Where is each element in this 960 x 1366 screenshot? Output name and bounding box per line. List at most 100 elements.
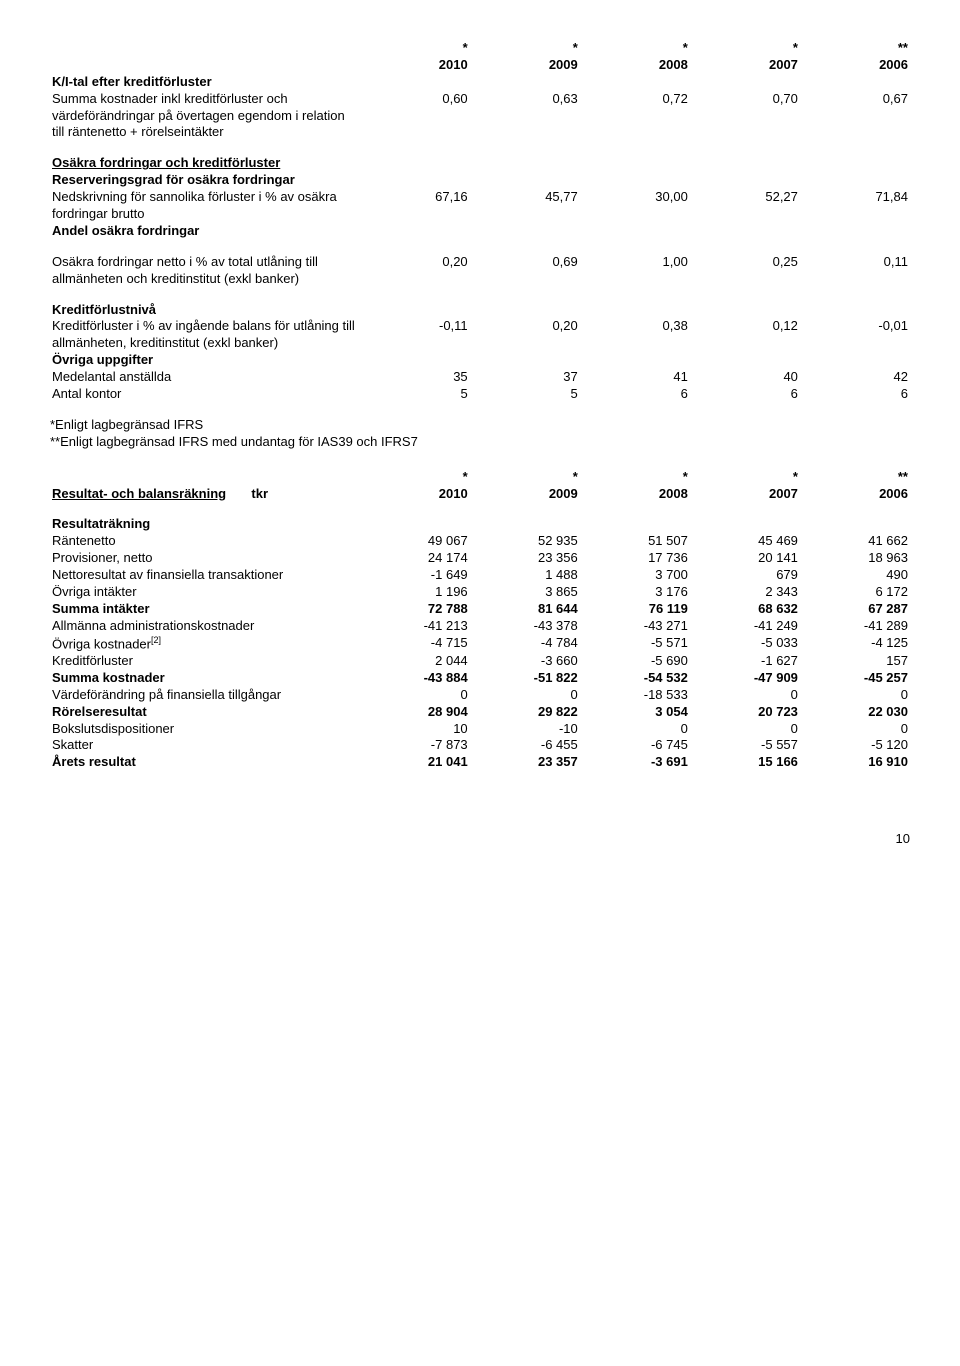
cell-value: 15 166 [690, 754, 800, 771]
table-row: Övriga intäkter1 1963 8653 1762 3436 172 [50, 584, 910, 601]
cell-value: 23 356 [470, 550, 580, 567]
cell-value: -4 715 [360, 635, 470, 653]
row-label: Provisioner, netto [50, 550, 360, 567]
cell-value: 0 [800, 721, 910, 738]
cell-value: 1 196 [360, 584, 470, 601]
table-row: Allmänna administrationskostnader-41 213… [50, 618, 910, 635]
section3-kf-label: Kreditförluster i % av ingående balans f… [50, 318, 360, 352]
cell-value: 52 935 [470, 533, 580, 550]
section2-sub2: Andel osäkra fordringar [50, 223, 360, 240]
cell-value: 23 357 [470, 754, 580, 771]
cell-value: -43 271 [580, 618, 690, 635]
table-row: Provisioner, netto24 17423 35617 73620 1… [50, 550, 910, 567]
row-label: Årets resultat [50, 754, 360, 771]
cell-value: 76 119 [580, 601, 690, 618]
table-row: Skatter-7 873-6 455-6 745-5 557-5 120 [50, 737, 910, 754]
section3-sub: Övriga uppgifter [50, 352, 360, 369]
cell-value: 72 788 [360, 601, 470, 618]
year-row: 2010 2009 2008 2007 2006 [50, 57, 910, 74]
cell-value: -4 125 [800, 635, 910, 653]
cell-value: 41 662 [800, 533, 910, 550]
cell-value: 45 469 [690, 533, 800, 550]
cell-value: 10 [360, 721, 470, 738]
section3-title: Kreditförlustnivå [50, 302, 360, 319]
row-label: Övriga intäkter [50, 584, 360, 601]
cell-value: -43 378 [470, 618, 580, 635]
cell-value: -5 557 [690, 737, 800, 754]
cell-value: -5 120 [800, 737, 910, 754]
cell-value: -4 784 [470, 635, 580, 653]
cell-value: 157 [800, 653, 910, 670]
cell-value: -3 660 [470, 653, 580, 670]
section1-row1-label: Summa kostnader inkl kreditförluster och… [50, 91, 360, 142]
cell-value: -41 289 [800, 618, 910, 635]
cell-value: 20 141 [690, 550, 800, 567]
cell-value: 1 488 [470, 567, 580, 584]
cell-value: 0 [470, 687, 580, 704]
section1-title: K/I-tal efter kreditförluster [50, 74, 360, 91]
section2-ned-label: Nedskrivning för sannolika förluster i %… [50, 189, 360, 223]
income-table: * * * * ** Resultat- och balansräkning t… [50, 469, 910, 771]
cell-value: -43 884 [360, 670, 470, 687]
table-row: Årets resultat21 04123 357-3 69115 16616… [50, 754, 910, 771]
cell-value: -1 627 [690, 653, 800, 670]
sub-resultatrakning: Resultaträkning [50, 516, 360, 533]
table-row: Nettoresultat av finansiella transaktion… [50, 567, 910, 584]
row-label: Nettoresultat av finansiella transaktion… [50, 567, 360, 584]
cell-value: -7 873 [360, 737, 470, 754]
cell-value: 679 [690, 567, 800, 584]
row-label: Summa intäkter [50, 601, 360, 618]
cell-value: -41 249 [690, 618, 800, 635]
row-kontor-label: Antal kontor [50, 386, 360, 403]
cell-value: -10 [470, 721, 580, 738]
table-row: Rörelseresultat28 90429 8223 05420 72322… [50, 704, 910, 721]
cell-value: 20 723 [690, 704, 800, 721]
cell-value: 2 044 [360, 653, 470, 670]
cell-value: 3 054 [580, 704, 690, 721]
cell-value: 81 644 [470, 601, 580, 618]
section4-unit: tkr [251, 486, 268, 501]
cell-value: 68 632 [690, 601, 800, 618]
cell-value: 3 865 [470, 584, 580, 601]
section2-sub1: Reserveringsgrad för osäkra fordringar [50, 172, 360, 189]
section4-title: Resultat- och balansräkning [52, 486, 226, 501]
cell-value: 490 [800, 567, 910, 584]
cell-value: 3 176 [580, 584, 690, 601]
cell-value: 0 [690, 687, 800, 704]
cell-value: -47 909 [690, 670, 800, 687]
star-row-2: * * * * ** [50, 469, 910, 486]
row-label: Rörelseresultat [50, 704, 360, 721]
row-label: Summa kostnader [50, 670, 360, 687]
table-row: Värdeförändring på finansiella tillgånga… [50, 687, 910, 704]
cell-value: 29 822 [470, 704, 580, 721]
ratios-table: * * * * ** 2010 2009 2008 2007 2006 K/I-… [50, 40, 910, 403]
cell-value: 0 [690, 721, 800, 738]
row-label: Räntenetto [50, 533, 360, 550]
cell-value: 28 904 [360, 704, 470, 721]
cell-value: 67 287 [800, 601, 910, 618]
table-row: Summa kostnader-43 884-51 822-54 532-47 … [50, 670, 910, 687]
cell-value: 17 736 [580, 550, 690, 567]
cell-value: 3 700 [580, 567, 690, 584]
row-label: Bokslutsdispositioner [50, 721, 360, 738]
cell-value: 16 910 [800, 754, 910, 771]
table-row: Övriga kostnader[2]-4 715-4 784-5 571-5 … [50, 635, 910, 653]
table-row: Bokslutsdispositioner10-10000 [50, 721, 910, 738]
cell-value: 24 174 [360, 550, 470, 567]
row-label: Kreditförluster [50, 653, 360, 670]
row-medel-label: Medelantal anställda [50, 369, 360, 386]
cell-value: -5 690 [580, 653, 690, 670]
cell-value: 0 [360, 687, 470, 704]
cell-value: 51 507 [580, 533, 690, 550]
cell-value: 0 [800, 687, 910, 704]
cell-value: -54 532 [580, 670, 690, 687]
row-label: Skatter [50, 737, 360, 754]
cell-value: -5 571 [580, 635, 690, 653]
cell-value: 0 [580, 721, 690, 738]
cell-value: -51 822 [470, 670, 580, 687]
cell-value: -1 649 [360, 567, 470, 584]
cell-value: -41 213 [360, 618, 470, 635]
cell-value: -6 455 [470, 737, 580, 754]
table-row: Kreditförluster2 044-3 660-5 690-1 62715… [50, 653, 910, 670]
table-row: Räntenetto49 06752 93551 50745 46941 662 [50, 533, 910, 550]
